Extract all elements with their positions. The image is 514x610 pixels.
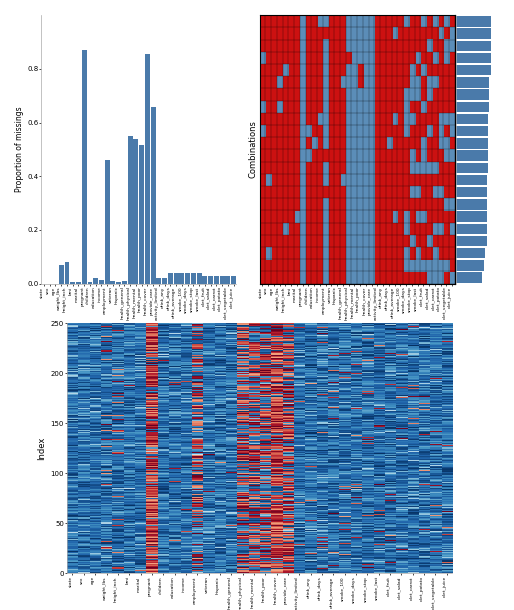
Bar bbox=[111, 281, 115, 284]
Bar bbox=[456, 101, 489, 112]
Bar bbox=[456, 16, 491, 26]
Bar bbox=[156, 278, 161, 284]
Bar bbox=[456, 126, 488, 136]
Bar bbox=[139, 145, 144, 284]
Bar bbox=[116, 282, 121, 284]
Bar bbox=[456, 52, 491, 63]
Bar bbox=[99, 279, 104, 284]
Bar bbox=[456, 187, 487, 197]
Bar bbox=[76, 282, 81, 284]
Bar bbox=[456, 248, 485, 258]
Bar bbox=[456, 40, 491, 51]
Y-axis label: Combinations: Combinations bbox=[0, 609, 1, 610]
Bar bbox=[197, 273, 201, 284]
Bar bbox=[168, 273, 173, 284]
Bar bbox=[179, 273, 185, 284]
Bar bbox=[456, 138, 488, 148]
Bar bbox=[456, 162, 488, 173]
Bar bbox=[456, 77, 489, 87]
Bar bbox=[456, 113, 488, 124]
Bar bbox=[151, 107, 156, 284]
Bar bbox=[456, 174, 487, 185]
Bar bbox=[93, 278, 98, 284]
Bar bbox=[456, 260, 484, 270]
Bar bbox=[134, 138, 138, 284]
Text: Combinations: Combinations bbox=[249, 121, 258, 178]
Bar bbox=[59, 265, 64, 284]
Bar bbox=[456, 199, 487, 209]
Bar bbox=[82, 50, 87, 284]
Bar bbox=[87, 282, 93, 284]
Bar bbox=[105, 160, 109, 284]
Bar bbox=[203, 276, 207, 284]
Bar bbox=[456, 150, 488, 160]
Bar bbox=[208, 276, 213, 284]
Y-axis label: Index: Index bbox=[38, 437, 46, 460]
Bar bbox=[145, 54, 150, 284]
Bar bbox=[191, 273, 196, 284]
Bar bbox=[162, 278, 167, 284]
Bar bbox=[174, 273, 178, 284]
Bar bbox=[65, 262, 69, 284]
Bar bbox=[225, 276, 230, 284]
Bar bbox=[219, 276, 225, 284]
Bar bbox=[127, 136, 133, 284]
Bar bbox=[214, 276, 219, 284]
Bar bbox=[456, 65, 491, 75]
Bar bbox=[122, 281, 127, 284]
Bar bbox=[456, 89, 489, 99]
Bar bbox=[70, 282, 75, 284]
Bar bbox=[231, 276, 236, 284]
Bar bbox=[456, 272, 483, 282]
Bar bbox=[456, 223, 487, 234]
Bar bbox=[456, 211, 487, 221]
Bar bbox=[185, 273, 190, 284]
Bar bbox=[456, 235, 487, 246]
Bar bbox=[456, 28, 491, 38]
Y-axis label: Proportion of missings: Proportion of missings bbox=[15, 107, 24, 192]
